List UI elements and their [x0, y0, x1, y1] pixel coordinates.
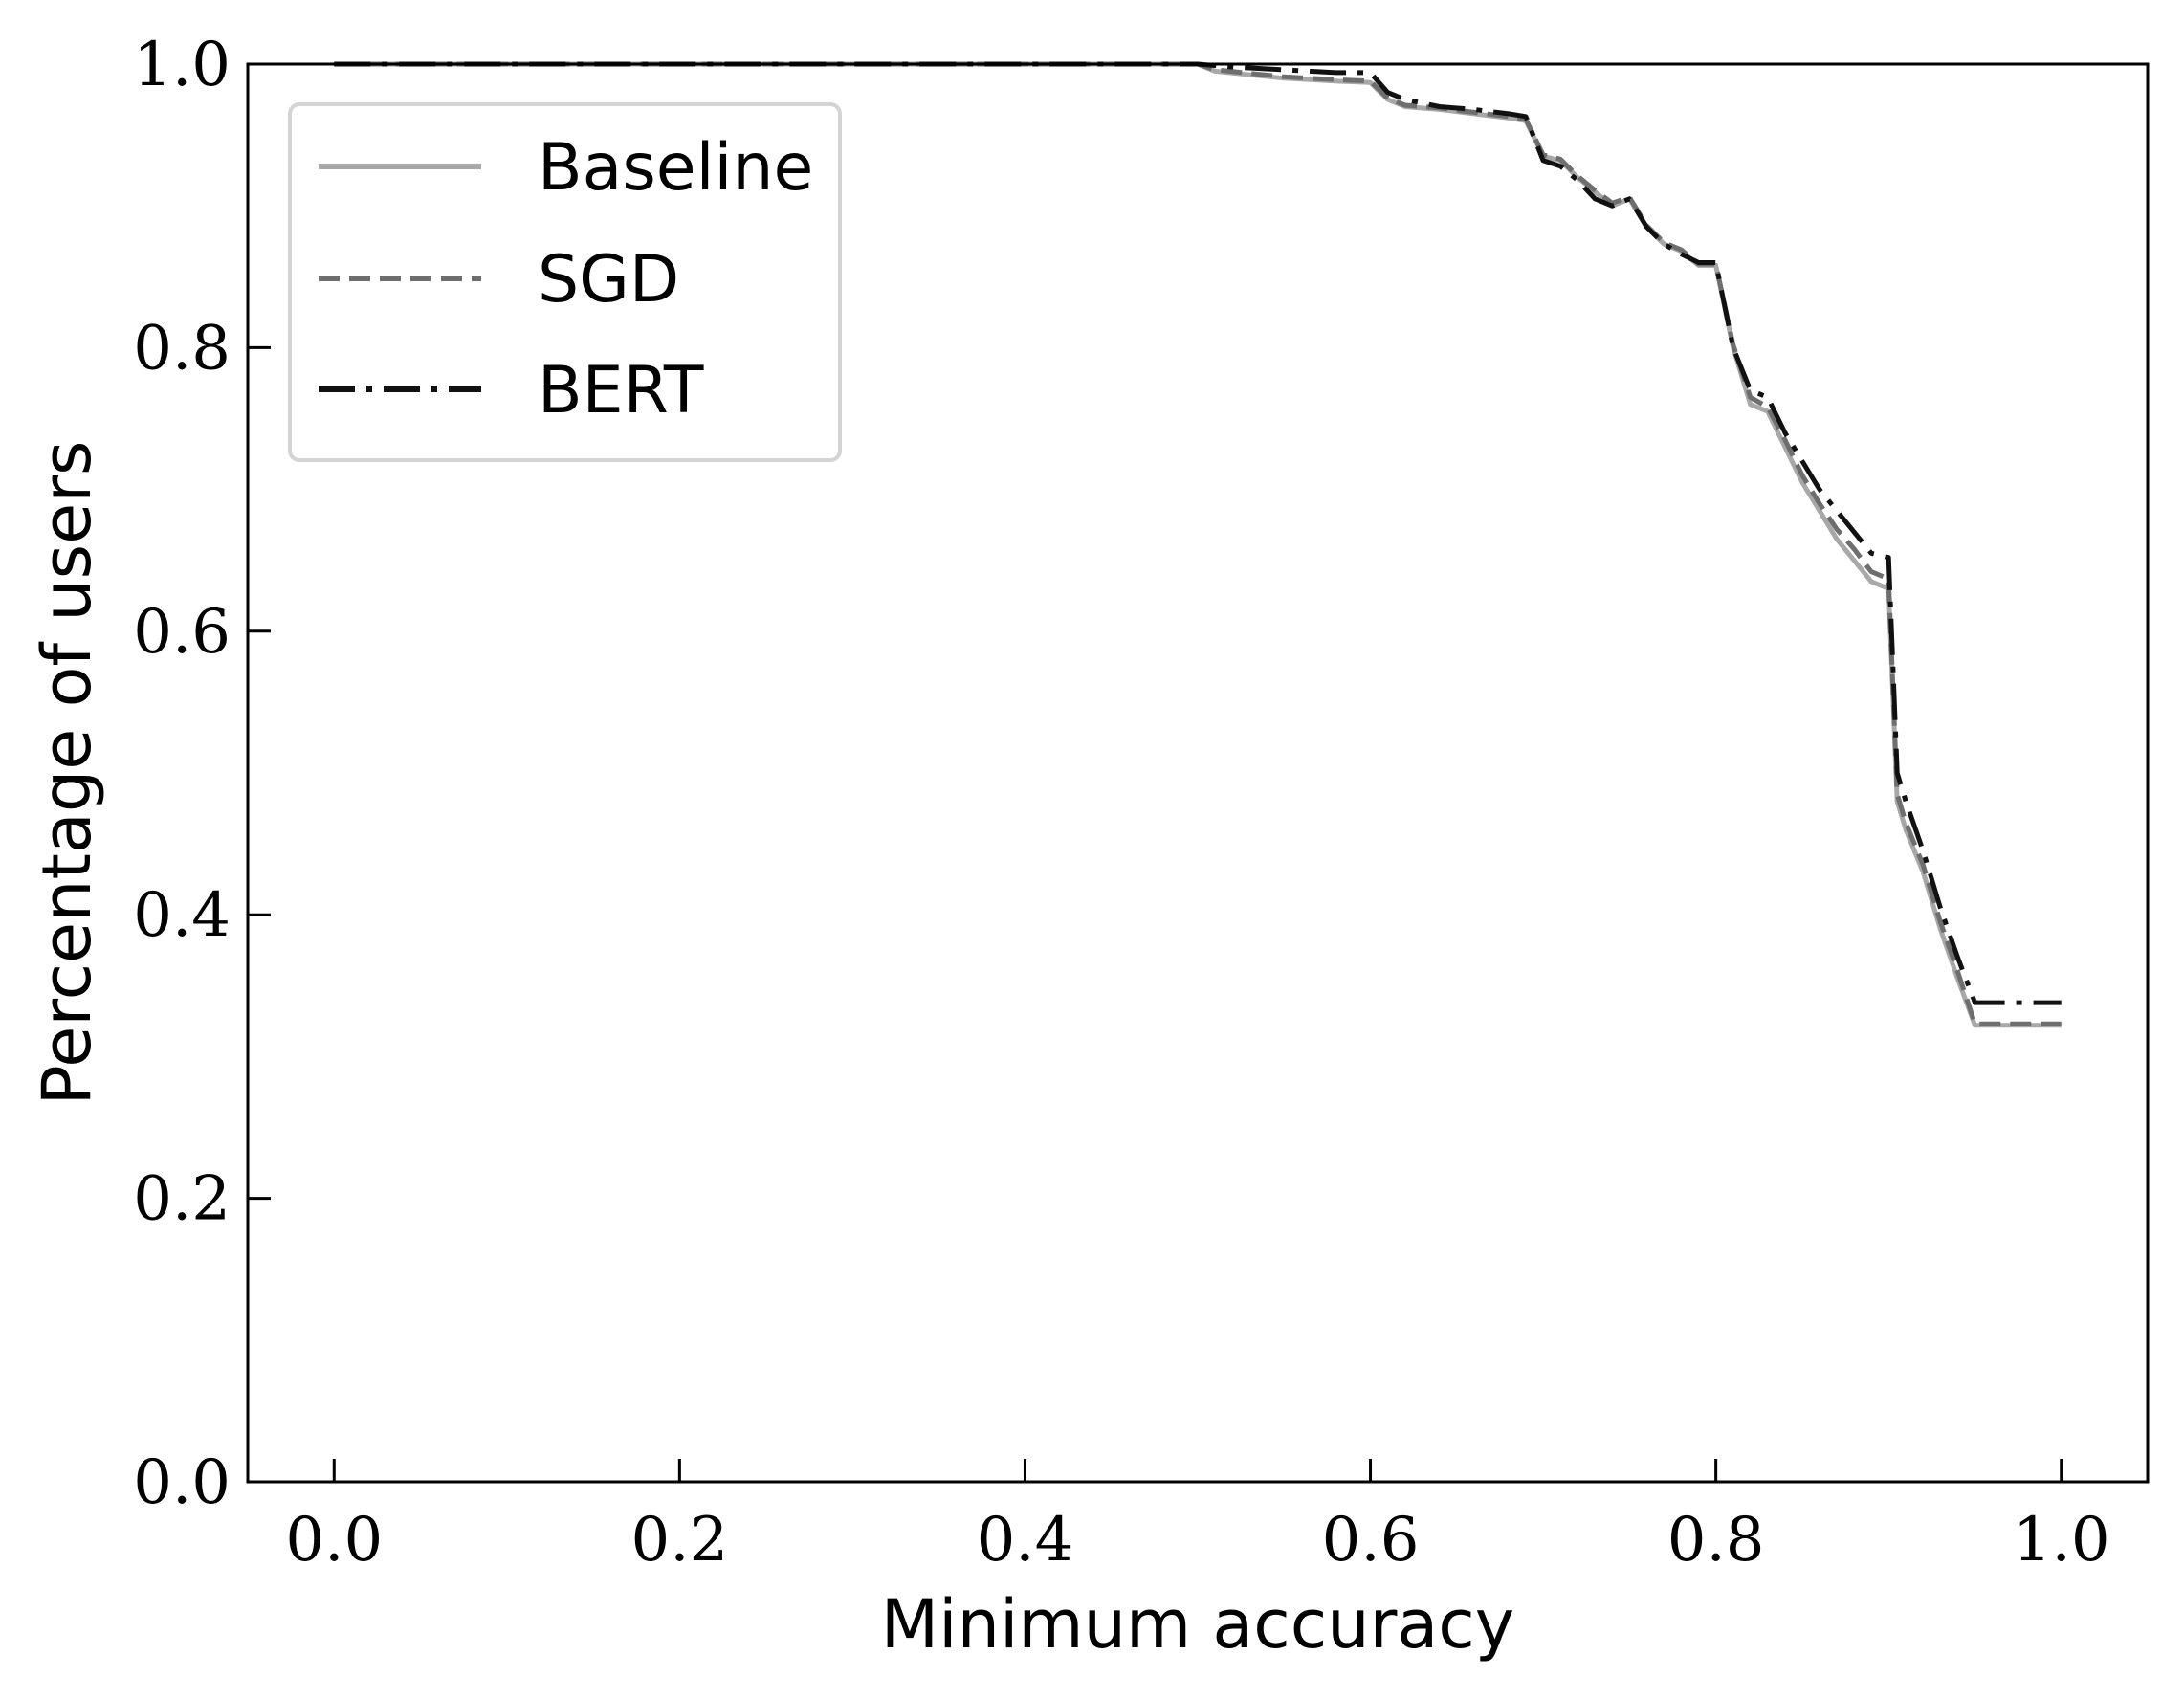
x-tick-label: 0.8 — [1667, 1505, 1765, 1576]
x-tick-label: 0.2 — [630, 1505, 728, 1576]
x-tick-label: 0.0 — [285, 1505, 383, 1576]
series-layer — [334, 61, 2062, 1028]
y-tick-label: 0.6 — [133, 597, 231, 668]
y-tick-label: 1.0 — [133, 30, 231, 100]
legend-box — [288, 102, 842, 462]
y-tick-label: 0.0 — [133, 1447, 231, 1518]
legend-label-sgd: SGD — [538, 242, 679, 318]
x-tick-label: 1.0 — [2013, 1505, 2110, 1576]
y-axis-label: Percentage of users — [28, 441, 106, 1106]
x-tick-label: 0.6 — [1322, 1505, 1420, 1576]
y-tick-label: 0.2 — [133, 1164, 231, 1235]
y-tick-label: 0.8 — [133, 313, 231, 384]
y-tick-label: 0.4 — [133, 880, 231, 951]
x-tick-label: 0.4 — [977, 1505, 1074, 1576]
series-line-bert — [334, 61, 2062, 1005]
x-axis-label: Minimum accuracy — [881, 1585, 1514, 1664]
plot-frame — [246, 62, 2150, 1484]
legend: Baseline SGD BERT — [288, 102, 842, 462]
ticks-layer: 0.0 0.2 0.4 0.6 0.8 1.0 0.0 0.2 0.4 0.6 0.8 1.0 — [133, 30, 2109, 1576]
legend-label-bert: BERT — [538, 353, 704, 429]
legend-label-baseline: Baseline — [538, 130, 813, 206]
